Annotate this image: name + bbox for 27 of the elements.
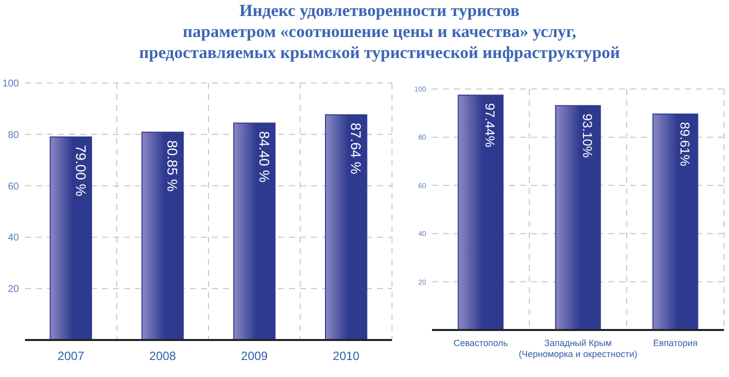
x-tick-label: Западный Крым (Черноморка и окрестности)	[518, 338, 638, 359]
data-label: 79.00 %	[72, 144, 89, 196]
data-label: 93.10%	[580, 114, 595, 158]
bar	[652, 114, 698, 330]
x-tick-label: Севастополь	[453, 338, 508, 348]
y-tick-label: 40	[8, 232, 20, 244]
data-label: 89.61%	[677, 122, 692, 167]
data-label: 80.85 %	[164, 140, 181, 192]
y-tick-label: 60	[8, 181, 20, 192]
bar	[324, 114, 368, 340]
y-tick-label: 80	[8, 130, 20, 141]
bar	[555, 105, 601, 330]
bar	[50, 136, 92, 340]
bar	[458, 94, 504, 330]
bar	[233, 122, 276, 340]
y-tick-label: 20	[8, 284, 20, 296]
data-label: 84.40 %	[256, 131, 272, 182]
x-tick-label: Евпатория	[653, 338, 698, 348]
x-tick-label: 2007	[58, 349, 85, 363]
x-tick-label: 2010	[332, 349, 360, 363]
data-label: 97.44%	[482, 103, 498, 148]
x-tick-label: 2009	[241, 349, 268, 363]
x-tick-label: 2008	[149, 349, 176, 363]
chart-title: Индекс удовлетворенности туристов параметром «соотношение цены и качества» услуг, предоставляемых крымской туристической инфраструктурой	[139, 1, 620, 62]
y-tick-label: 100	[2, 78, 20, 90]
bar	[141, 132, 184, 340]
data-label: 87.64 %	[348, 122, 364, 174]
